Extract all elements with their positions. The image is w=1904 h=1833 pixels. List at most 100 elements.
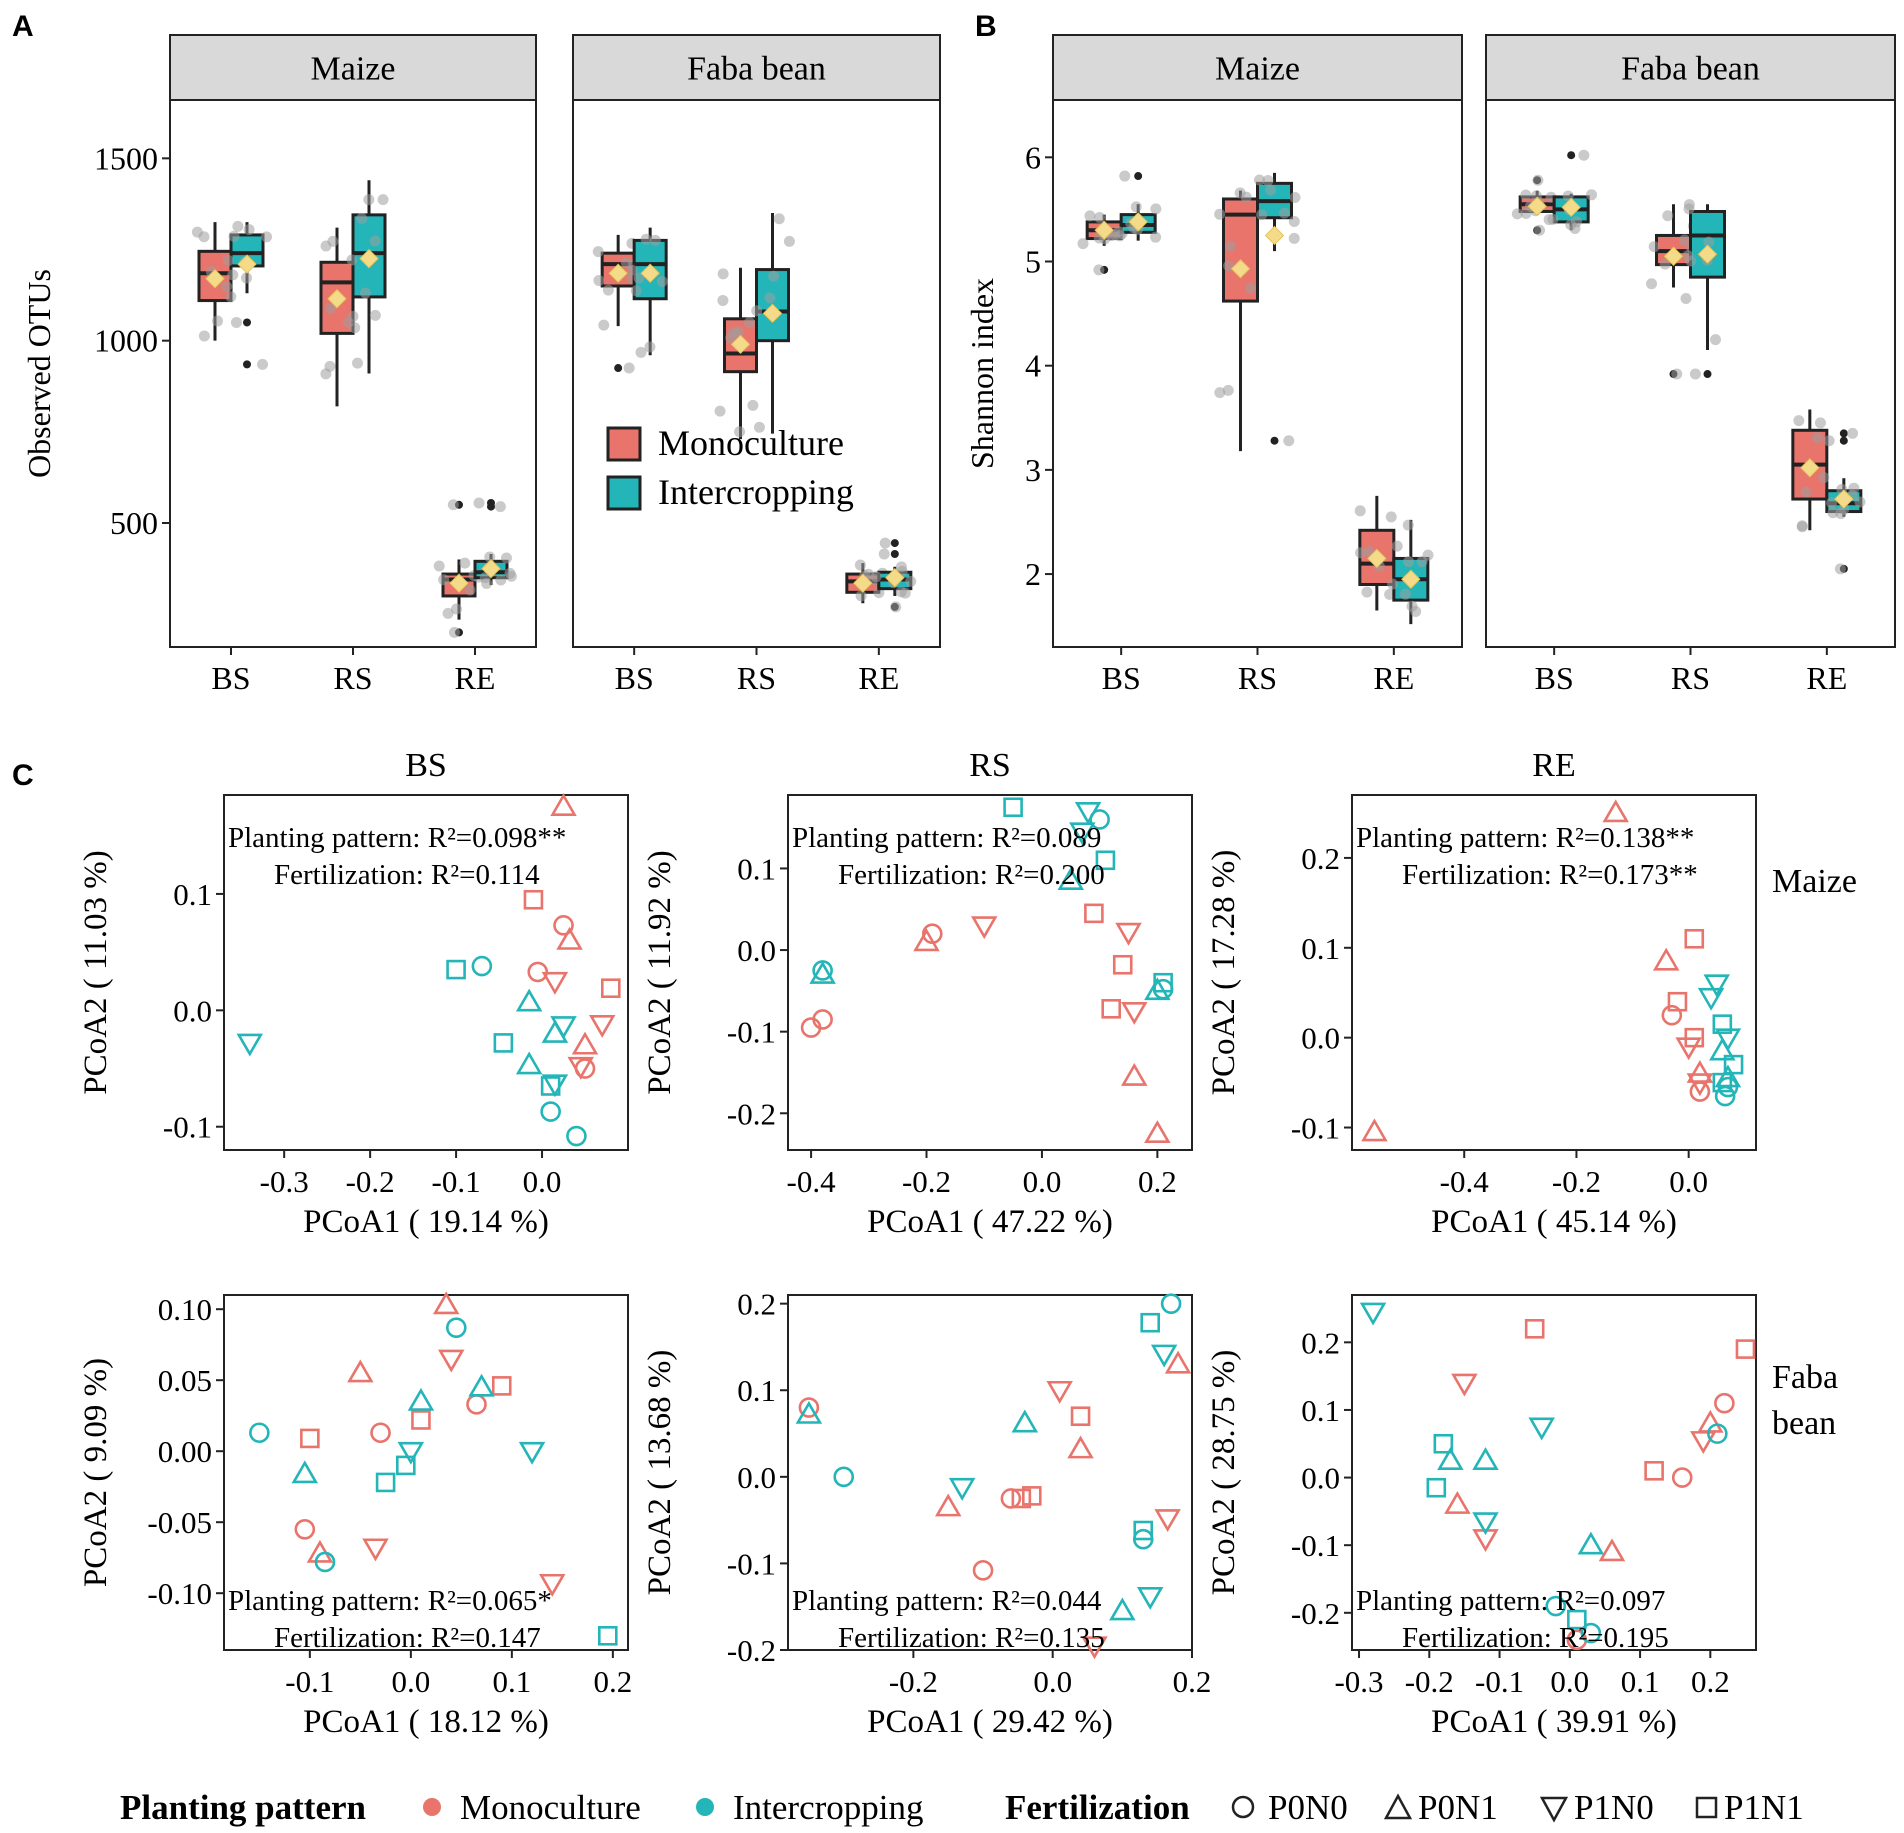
observation-point (484, 551, 496, 563)
point-p0n0 (800, 1017, 822, 1038)
observation-point (744, 316, 756, 328)
subplot-border (1351, 794, 1757, 1151)
y-tick-label: 0.0 (737, 933, 776, 968)
x-tick-label: -0.1 (1475, 1664, 1524, 1699)
stats-fertilization: Fertilization: R²=0.195 (1402, 1622, 1669, 1654)
facet-strip-label: Faba bean (1621, 51, 1760, 88)
panel-b-boxplot: 2 3 4 5 6 Shannon index Maize BS RS RE Faba bean BS… (964, 34, 1896, 696)
point-p0n0 (471, 955, 493, 977)
point-p1n1 (1426, 1477, 1447, 1498)
pcoa-subplot: -0.1 0.0 0.1 0.2 -0.10 -0.05 0.00 0.05 0.10 PCoA1… (78, 1291, 632, 1740)
point-p0n1 (913, 928, 940, 952)
outlier-point (1839, 436, 1848, 445)
observation-point (1288, 216, 1300, 228)
point-p0n0 (1707, 1423, 1728, 1444)
y-tick-label: 0.0 (1301, 1021, 1340, 1056)
mean-marker (1367, 548, 1387, 569)
pcoa-subplot: -0.3 -0.2 -0.1 0.0 -0.1 0.0 0.1 PCoA1 ( 19.14 %… (78, 793, 629, 1240)
y-tick-label: 0.0 (1301, 1461, 1340, 1496)
observation-point (327, 235, 339, 247)
legend-bottom: Planting pattern Monoculture Intercroppi… (120, 1788, 1804, 1827)
point-p0n1 (809, 960, 836, 984)
panel-label-c: C (12, 759, 34, 792)
observation-point (773, 213, 785, 225)
observation-point (899, 587, 911, 599)
point-p1n0 (236, 1033, 264, 1057)
point-p0n0 (553, 915, 574, 936)
point-p0n0 (1132, 1528, 1154, 1550)
x-tick-label: RS (737, 660, 776, 696)
mean-marker (1094, 220, 1114, 240)
point-p0n1 (1144, 1120, 1171, 1143)
outlier-point (1703, 370, 1712, 379)
point-p0n1 (1472, 1447, 1499, 1470)
observation-point (1119, 170, 1131, 182)
observation-point (1534, 224, 1546, 236)
outlier-point (1839, 429, 1848, 438)
observation-point (1689, 368, 1701, 380)
point-p0n0 (1717, 1076, 1739, 1098)
point-p1n1 (1003, 797, 1023, 818)
observation-point (1278, 207, 1290, 219)
point-p1n1 (1735, 1339, 1756, 1359)
x-tick-label: 0.0 (1550, 1664, 1589, 1699)
y-tick-label: 0.0 (737, 1460, 776, 1495)
y-tick-label: -0.1 (727, 1546, 776, 1581)
mean-marker (640, 263, 660, 283)
stats-planting: Planting pattern: R²=0.098** (228, 822, 566, 854)
stats-planting: Planting pattern: R²=0.089 (792, 822, 1101, 854)
y-tick-label: -0.2 (1291, 1596, 1340, 1631)
point-p0n0 (1661, 1004, 1683, 1026)
point-p0n1 (541, 1020, 569, 1043)
x-tick-label: RE (1806, 660, 1847, 696)
observation-point (356, 213, 368, 225)
x-tick-label: RE (455, 660, 496, 696)
observation-point (890, 601, 902, 613)
observation-point (1646, 278, 1658, 290)
observation-point (630, 285, 642, 297)
observation-point (751, 305, 763, 317)
point-p0n0 (1671, 1467, 1693, 1488)
point-p0n1 (407, 1387, 435, 1411)
observation-point (1811, 432, 1823, 444)
box-intercropping (747, 213, 795, 434)
point-p0n0 (249, 1422, 270, 1444)
x-tick-label: BS (1102, 660, 1141, 696)
observation-point (1703, 236, 1715, 248)
observation-point (592, 246, 604, 258)
outlier-point (243, 318, 251, 327)
observation-point (450, 603, 462, 615)
point-p0n0 (540, 1101, 561, 1122)
box-intercropping (1253, 172, 1301, 447)
observation-point (640, 233, 652, 245)
stats-fertilization: Fertilization: R²=0.147 (274, 1622, 541, 1654)
observation-point (1814, 417, 1826, 429)
point-p1n0 (1069, 822, 1096, 846)
point-p1n1 (1140, 1312, 1161, 1333)
legend-ab: Monoculture Intercropping (606, 423, 854, 512)
point-p0n1 (1714, 1064, 1742, 1088)
observation-point (1253, 174, 1265, 186)
point-p0n1 (347, 1359, 374, 1383)
mean-marker (885, 568, 905, 588)
pcoa-subplot: -0.3 -0.2 -0.1 0.0 0.1 0.2 -0.2 -0.1 0.0 0.1 0.2 PC… (1206, 1294, 1757, 1740)
point-p1n0 (1690, 1431, 1717, 1454)
row-label: Maize (1772, 863, 1857, 900)
y-tick-label: -0.1 (727, 1015, 776, 1050)
mean-marker (1128, 212, 1148, 232)
observation-point (1679, 234, 1691, 246)
observation-point (1387, 578, 1399, 590)
observation-point (656, 275, 668, 287)
x-tick-label: -0.2 (1405, 1664, 1454, 1699)
box-monoculture (1354, 495, 1403, 611)
observation-point (1093, 264, 1105, 276)
y-tick-label: 4 (1025, 348, 1041, 384)
point-p0n1 (1709, 1037, 1736, 1061)
point-p0n0 (1152, 978, 1174, 1000)
observation-point (1130, 201, 1142, 213)
observation-point (257, 358, 269, 370)
observation-point (717, 294, 729, 306)
point-p1n1 (601, 978, 621, 999)
legend-title-fertilization: Fertilization (1005, 1788, 1190, 1827)
y-axis-title: PCoA2 ( 28.75 %) (1206, 1350, 1242, 1596)
